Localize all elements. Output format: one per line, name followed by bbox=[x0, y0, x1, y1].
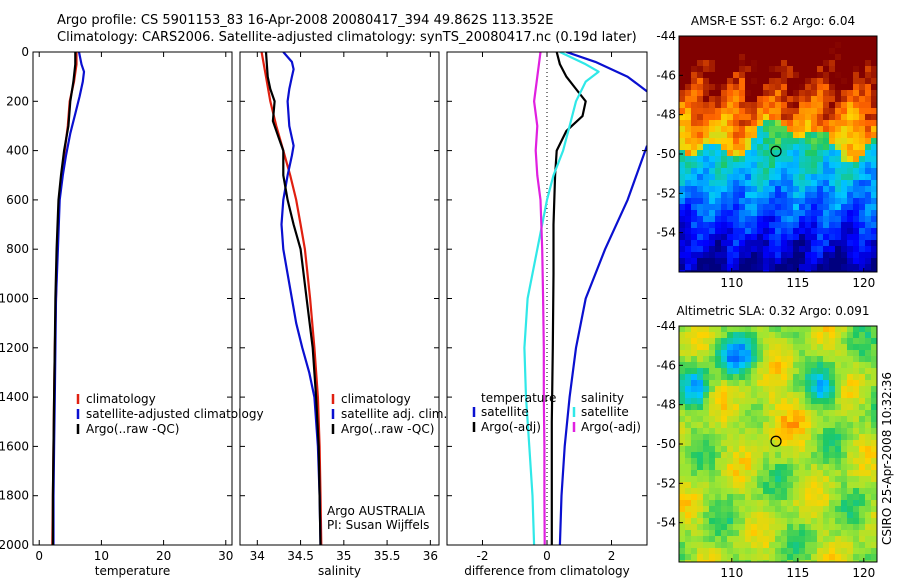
legend-entry-1: satellite adj. clim. bbox=[341, 407, 447, 421]
y-tick-label: -48 bbox=[656, 398, 676, 412]
x-axis-label-difference: difference from climatology bbox=[464, 564, 630, 578]
argo-position-marker bbox=[770, 145, 782, 157]
y-tick-label: 2000 bbox=[0, 538, 29, 552]
series-line-salinity-0 bbox=[260, 52, 323, 545]
series-line-difference-0 bbox=[566, 52, 647, 93]
series-line-salinity-1 bbox=[280, 52, 322, 545]
y-tick-label: 0 bbox=[21, 45, 29, 59]
series-line-difference-2 bbox=[550, 52, 587, 545]
x-tick-label: 115 bbox=[786, 566, 809, 580]
legend-entry-0: satellite bbox=[481, 405, 529, 419]
map-title-sla-map: Altimetric SLA: 0.32 Argo: 0.091 bbox=[676, 304, 869, 318]
series-line-difference-4 bbox=[532, 52, 546, 545]
map-title-sst-map: AMSR-E SST: 6.2 Argo: 6.04 bbox=[691, 14, 855, 28]
x-axis-label-salinity: salinity bbox=[318, 564, 361, 578]
y-tick-label: 800 bbox=[6, 242, 29, 256]
legend-entry-3: Argo(-adj) bbox=[581, 420, 641, 434]
y-tick-label: 1600 bbox=[0, 439, 29, 453]
legend-difference: temperature salinitysatelliteArgo(-adj)sa… bbox=[472, 391, 641, 434]
series-line-difference-3 bbox=[523, 52, 600, 545]
argo-position-marker bbox=[770, 435, 782, 447]
y-tick-label: 600 bbox=[6, 193, 29, 207]
x-tick-label: 35.5 bbox=[374, 549, 401, 563]
x-tick-label: 115 bbox=[786, 276, 809, 290]
x-tick-label: 34 bbox=[250, 549, 265, 563]
y-tick-label: -50 bbox=[656, 437, 676, 451]
x-tick-label: 30 bbox=[218, 549, 233, 563]
y-tick-label: -52 bbox=[656, 186, 676, 200]
y-tick-label: 1800 bbox=[0, 489, 29, 503]
x-tick-label: -2 bbox=[476, 549, 488, 563]
panel-temperature: 0 10 20 30 0 200 400 600 800 1000 1200 1400 1600 1800… bbox=[0, 45, 264, 578]
y-tick-label: -44 bbox=[656, 319, 676, 333]
series-line-temperature-2 bbox=[51, 52, 77, 545]
panel-sst-map: 110 115 120 -54 -52 -50 -48 -46 -44 AMSR-E SST: 6… bbox=[656, 14, 878, 290]
y-tick-label: 1000 bbox=[0, 292, 29, 306]
timestamp-stamp: CSIRO 25-Apr-2008 10:32:36 bbox=[880, 372, 894, 545]
legend-entry-2: Argo(..raw -QC) bbox=[86, 422, 179, 436]
annotation-line-1: PI: Susan Wijffels bbox=[327, 518, 429, 532]
y-tick-label: -44 bbox=[656, 29, 676, 43]
legend-entry-0: climatology bbox=[341, 392, 411, 406]
axes-frame-temperature bbox=[32, 51, 233, 546]
y-tick-label: 200 bbox=[6, 94, 29, 108]
axes-frame-difference bbox=[446, 51, 648, 546]
x-tick-label: 0 bbox=[543, 549, 551, 563]
heatmap-field bbox=[679, 326, 877, 562]
x-tick-label: 110 bbox=[720, 566, 743, 580]
x-tick-label: 35 bbox=[336, 549, 351, 563]
y-tick-label: -52 bbox=[656, 476, 676, 490]
y-tick-label: -50 bbox=[656, 147, 676, 161]
panel-salinity: 34 34.5 35 35.5 36 salinity climatologysatelli… bbox=[239, 51, 447, 578]
y-tick-label: -54 bbox=[656, 516, 676, 530]
x-tick-label: 34.5 bbox=[287, 549, 314, 563]
x-tick-label: 120 bbox=[852, 566, 875, 580]
y-tick-label: -48 bbox=[656, 108, 676, 122]
figure-title-line2: Climatology: CARS2006. Satellite-adjuste… bbox=[57, 30, 637, 45]
legend-entry-1: satellite-adjusted climatology bbox=[86, 407, 264, 421]
axes-frame-salinity bbox=[239, 51, 440, 546]
figure-title-line1: Argo profile: CS 5901153_83 16-Apr-2008 … bbox=[57, 13, 554, 28]
y-tick-label: 1200 bbox=[0, 341, 29, 355]
x-tick-label: 20 bbox=[156, 549, 171, 563]
y-tick-label: 400 bbox=[6, 144, 29, 158]
x-tick-label: 110 bbox=[720, 276, 743, 290]
x-tick-label: 0 bbox=[35, 549, 43, 563]
legend-entry-2: Argo(..raw -QC) bbox=[341, 422, 434, 436]
legend-entry-2: satellite bbox=[581, 405, 629, 419]
legend-entry-0: climatology bbox=[86, 392, 156, 406]
y-tick-label: 1400 bbox=[0, 390, 29, 404]
x-axis-label-temperature: temperature bbox=[95, 564, 170, 578]
x-tick-label: 10 bbox=[94, 549, 109, 563]
annotation-line-0: Argo AUSTRALIA bbox=[327, 504, 426, 518]
legend-header-salinity: salinity bbox=[581, 391, 624, 405]
y-tick-label: -46 bbox=[656, 68, 676, 82]
y-tick-label: -54 bbox=[656, 226, 676, 240]
series-line-salinity-2 bbox=[264, 52, 322, 545]
y-tick-label: -46 bbox=[656, 358, 676, 372]
legend-entry-1: Argo(-adj) bbox=[481, 420, 541, 434]
x-tick-label: 2 bbox=[608, 549, 616, 563]
x-tick-label: 120 bbox=[852, 276, 875, 290]
legend-header-temperature: temperature bbox=[481, 391, 556, 405]
series-line-difference-1 bbox=[558, 145, 647, 545]
x-tick-label: 36 bbox=[423, 549, 438, 563]
heatmap-field bbox=[679, 36, 877, 272]
